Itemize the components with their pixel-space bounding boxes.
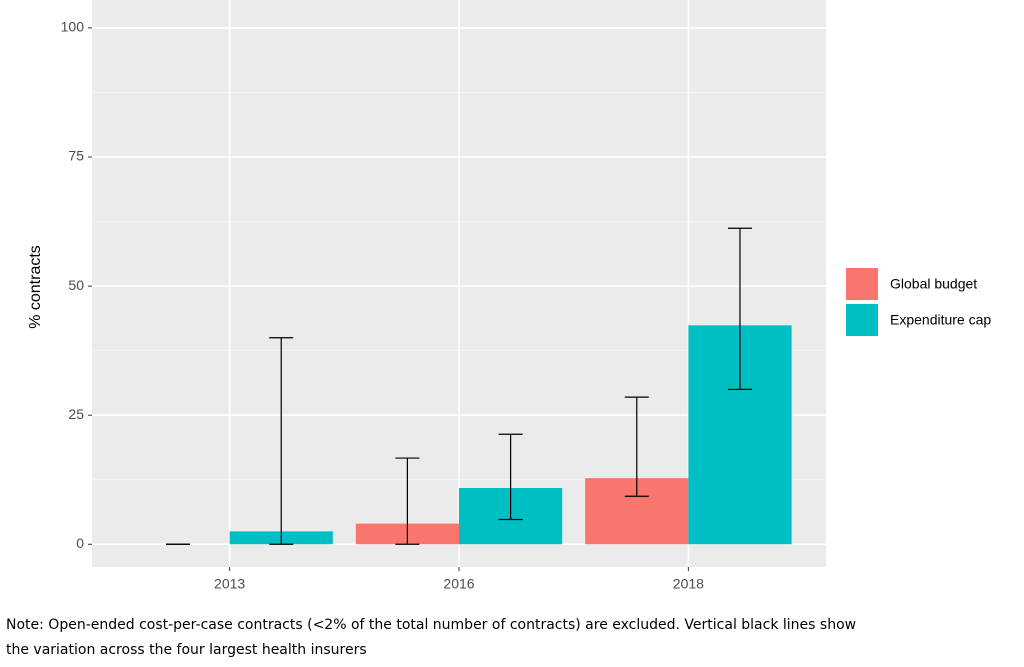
x-tick-label: 2018 — [673, 576, 704, 592]
y-tick-label: 100 — [61, 19, 85, 35]
error-bar — [498, 433, 523, 521]
legend-label: Global budget — [890, 276, 977, 292]
x-tick-label: 2016 — [443, 576, 474, 592]
y-tick-label: 25 — [68, 406, 84, 422]
error-bar — [624, 396, 649, 497]
legend-key — [846, 304, 878, 336]
legend-key — [846, 268, 878, 300]
error-bar — [727, 227, 752, 390]
y-tick-label: 0 — [76, 535, 84, 551]
note: the variation across the four largest he… — [6, 642, 367, 658]
error-bar — [269, 337, 294, 545]
x-tick-label: 2013 — [214, 576, 245, 592]
legend-label: Expenditure cap — [890, 312, 991, 328]
y-axis-title: % contracts — [27, 245, 44, 329]
note: Note: Open-ended cost-per-case contracts… — [6, 617, 856, 633]
y-tick-label: 75 — [68, 148, 84, 164]
error-bar — [395, 457, 420, 545]
y-tick-label: 50 — [68, 277, 84, 293]
